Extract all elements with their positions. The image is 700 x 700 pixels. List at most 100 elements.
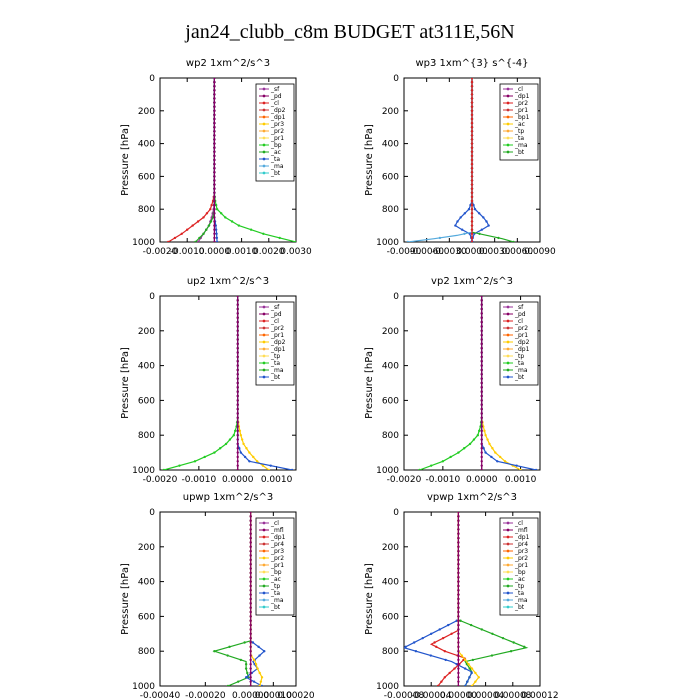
series-point-_mfl [249,610,252,614]
y-tick-label: 0 [149,74,155,84]
y-tick-label: 400 [138,578,155,588]
series-point-_pd [480,447,483,450]
series-point-_pr1 [239,434,243,437]
series-point-_pd [480,464,483,467]
legend-marker [506,136,510,140]
y-axis-label: Pressure [hPa] [364,347,375,419]
series-point-_cl [470,109,474,113]
series-point-_mfl [457,684,460,686]
panel-wp2: wp2 1xm^2/s^3 0 200 400 600 800 1000 Pressure [… [120,58,312,257]
series-point-_bp [194,240,197,242]
series-point-_mfl [249,602,252,605]
series-point-_pd [213,101,216,104]
series-point-_mfl [457,523,460,527]
series-point-_pd [236,381,239,385]
series-point-_pd [236,407,239,411]
series-point-_pd [480,442,483,446]
series-point-_cl [470,101,474,104]
series-point-_mfl [249,667,252,670]
series-point-_pd [213,162,216,166]
series-point-_pd [236,368,239,372]
series-point-_pr1 [248,451,251,454]
series-point-_mfl [457,606,460,609]
panel-title: up2 1xm^2/s^3 [187,276,269,287]
legend-entry: _dp2 [270,107,286,114]
x-tick-label: -0.0020 [143,475,178,485]
legend-marker [506,570,510,574]
series-point-_cl [470,203,474,207]
series-point-_pr1 [238,429,242,433]
series-point-_dp1 [418,468,421,470]
series-point-_dp1 [435,645,438,649]
series-point-_mfl [457,602,460,605]
legend-marker [262,115,266,119]
series-point-_pd [213,89,216,92]
series-point-_pd [213,191,216,194]
series-point-_cl [470,199,474,203]
x-tick-label: -0.0010 [425,475,460,485]
series-point-_cl [470,105,474,108]
series-point-_cl [470,162,474,166]
series-point-_pd [236,312,239,315]
series-point-_dp1 [210,203,213,207]
legend-marker [262,584,266,588]
series-point-_mfl [249,645,252,649]
series-point-_pd [236,442,239,446]
y-tick-label: 800 [382,431,399,441]
legend-entry: _ta [270,590,280,597]
series-point-_dp1 [202,216,205,219]
x-tick-label: 0.00008 [494,691,531,700]
series-point-_ta [477,212,481,215]
series-point-_mfl [457,628,460,631]
series-point-_pr1 [278,236,281,240]
series-point-_ta [258,654,261,657]
series-point-_pd [480,299,483,302]
series-point-_pd [213,187,216,190]
series-line-_tp [404,512,473,686]
series-point-_mfl [249,576,252,579]
series-point-_mfl [249,589,252,592]
y-tick-label: 0 [149,292,155,302]
series-point-_pd [236,460,239,463]
series-point-_ta [248,460,251,463]
series-point-_cl [470,130,474,133]
series-point-_pr1 [230,220,234,223]
legend-entry: _sf [270,304,280,311]
series-point-_pd [213,130,216,133]
series-point-_mfl [457,645,460,649]
series-point-_ta [496,460,499,463]
series-point-_pd [480,333,483,337]
series-point-_pd [213,150,216,153]
series-point-_pd [480,399,483,402]
legend-marker [262,305,266,309]
series-point-_mfl [457,563,460,566]
y-tick-label: 600 [138,396,155,406]
series-point-_pd [213,146,216,149]
series-point-_cl [470,89,474,92]
series-point-_ta [473,208,477,211]
legend-marker [506,129,510,133]
series-point-_pd [236,325,239,328]
series-point-_pd [213,236,216,240]
legend-marker [506,108,510,112]
series-point-_pd [236,307,239,311]
panel-title: vp2 1xm^2/s^3 [431,276,513,287]
series-point-_pd [213,220,216,223]
series-point-_pd [236,420,239,424]
series-point-_pd [213,232,216,235]
series-point-_cl [470,212,474,215]
series-point-_ta [260,684,264,686]
series-point-_tp [459,216,462,219]
legend-marker [262,87,266,91]
series-point-_pd [236,429,239,433]
series-point-_pr1 [267,468,270,470]
series-point-_ta [263,650,266,653]
series-point-_pd [236,399,239,402]
series-point-_mfl [457,580,460,583]
panel-title: vpwp 1xm^2/s^3 [427,492,517,503]
series-point-_pd [480,420,483,424]
series-point-_mfl [457,658,460,662]
legend-entry: _ma [270,367,284,374]
series-point-_pr1 [249,228,253,231]
series-point-_mfl [249,650,252,653]
